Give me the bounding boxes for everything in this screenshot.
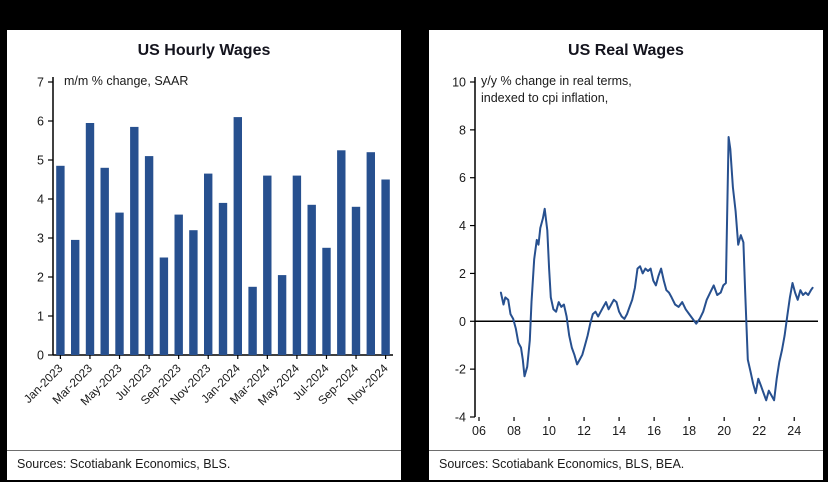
svg-text:0: 0 bbox=[459, 315, 466, 329]
svg-text:7: 7 bbox=[37, 76, 44, 90]
svg-text:4: 4 bbox=[37, 193, 44, 207]
svg-text:0: 0 bbox=[37, 349, 44, 363]
hourly-wages-chart-area: m/m % change, SAAR 0 1 2 3 4 5 6 7 Jan-2023 Mar-2… bbox=[7, 62, 401, 450]
hourly-wages-title: US Hourly Wages bbox=[137, 42, 271, 59]
svg-text:18: 18 bbox=[682, 424, 696, 438]
svg-text:5: 5 bbox=[37, 154, 44, 168]
svg-text:6: 6 bbox=[459, 171, 466, 185]
real-wages-source: Sources: Scotiabank Economics, BLS, BEA. bbox=[429, 450, 823, 480]
svg-text:2: 2 bbox=[459, 267, 466, 281]
svg-text:14: 14 bbox=[612, 424, 626, 438]
svg-text:-2: -2 bbox=[455, 363, 466, 377]
svg-text:24: 24 bbox=[787, 424, 801, 438]
real-wages-annotation-line2: indexed to cpi inflation, bbox=[481, 91, 609, 105]
hourly-wages-source: Sources: Scotiabank Economics, BLS. bbox=[7, 450, 401, 480]
svg-text:8: 8 bbox=[459, 123, 466, 137]
svg-text:20: 20 bbox=[717, 424, 731, 438]
svg-text:1: 1 bbox=[37, 310, 44, 324]
svg-text:06: 06 bbox=[472, 424, 486, 438]
svg-text:12: 12 bbox=[577, 424, 591, 438]
svg-text:10: 10 bbox=[542, 424, 556, 438]
svg-text:3: 3 bbox=[37, 232, 44, 246]
svg-text:22: 22 bbox=[752, 424, 766, 438]
hourly-wages-plot: 01234567Jan-2023Mar-2023May-2023Jul-2023… bbox=[21, 76, 393, 408]
real-wages-chart-area: y/y % change in real terms, indexed to c… bbox=[429, 62, 823, 450]
svg-text:-4: -4 bbox=[455, 411, 466, 425]
real-wages-title: US Real Wages bbox=[568, 42, 684, 59]
svg-text:08: 08 bbox=[507, 424, 521, 438]
hourly-wages-annotation: m/m % change, SAAR bbox=[64, 74, 189, 88]
svg-text:2: 2 bbox=[37, 271, 44, 285]
svg-text:16: 16 bbox=[647, 424, 661, 438]
svg-text:6: 6 bbox=[37, 115, 44, 129]
svg-text:10: 10 bbox=[452, 76, 466, 90]
hourly-wages-panel: US Hourly Wages m/m % change, SAAR 0 1 2 3 4… bbox=[7, 30, 401, 480]
svg-text:4: 4 bbox=[459, 219, 466, 233]
real-wages-panel: US Real Wages y/y % change in real terms… bbox=[429, 30, 823, 480]
real-wages-annotation-line1: y/y % change in real terms, bbox=[481, 74, 632, 88]
